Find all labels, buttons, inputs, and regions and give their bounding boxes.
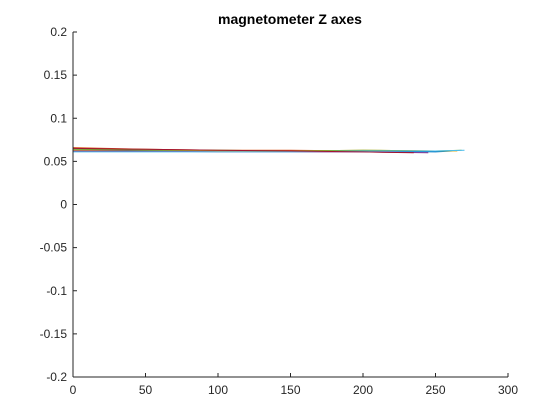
- x-tick-label: 300: [498, 383, 518, 397]
- x-tick-label: 250: [425, 383, 445, 397]
- x-tick-label: 0: [70, 383, 77, 397]
- series-line-7: [72, 147, 414, 154]
- y-ticks: 0.2 0.15 0.1 0.05 0 -0.05 -0.1 -0.15 -0.2: [40, 25, 77, 384]
- chart-title: magnetometer Z axes: [218, 11, 362, 27]
- y-tick-label: -0.05: [40, 241, 68, 255]
- y-tick-label: 0.05: [44, 154, 68, 168]
- y-tick-label: -0.2: [46, 370, 67, 384]
- y-tick-label: -0.1: [46, 284, 67, 298]
- y-tick-label: 0.2: [50, 25, 67, 39]
- y-tick-label: 0.1: [50, 111, 67, 125]
- y-tick-label: -0.15: [40, 327, 68, 341]
- series-line-6: [73, 149, 465, 153]
- y-tick-label: 0.15: [44, 68, 68, 82]
- x-tick-label: 50: [139, 383, 153, 397]
- y-tick-label: 0: [60, 198, 67, 212]
- x-tick-label: 100: [208, 383, 228, 397]
- plot-lines: [72, 147, 465, 154]
- x-tick-label: 200: [353, 383, 373, 397]
- x-ticks: 0 50 100 150 200 250 300: [70, 373, 518, 397]
- x-tick-label: 150: [280, 383, 300, 397]
